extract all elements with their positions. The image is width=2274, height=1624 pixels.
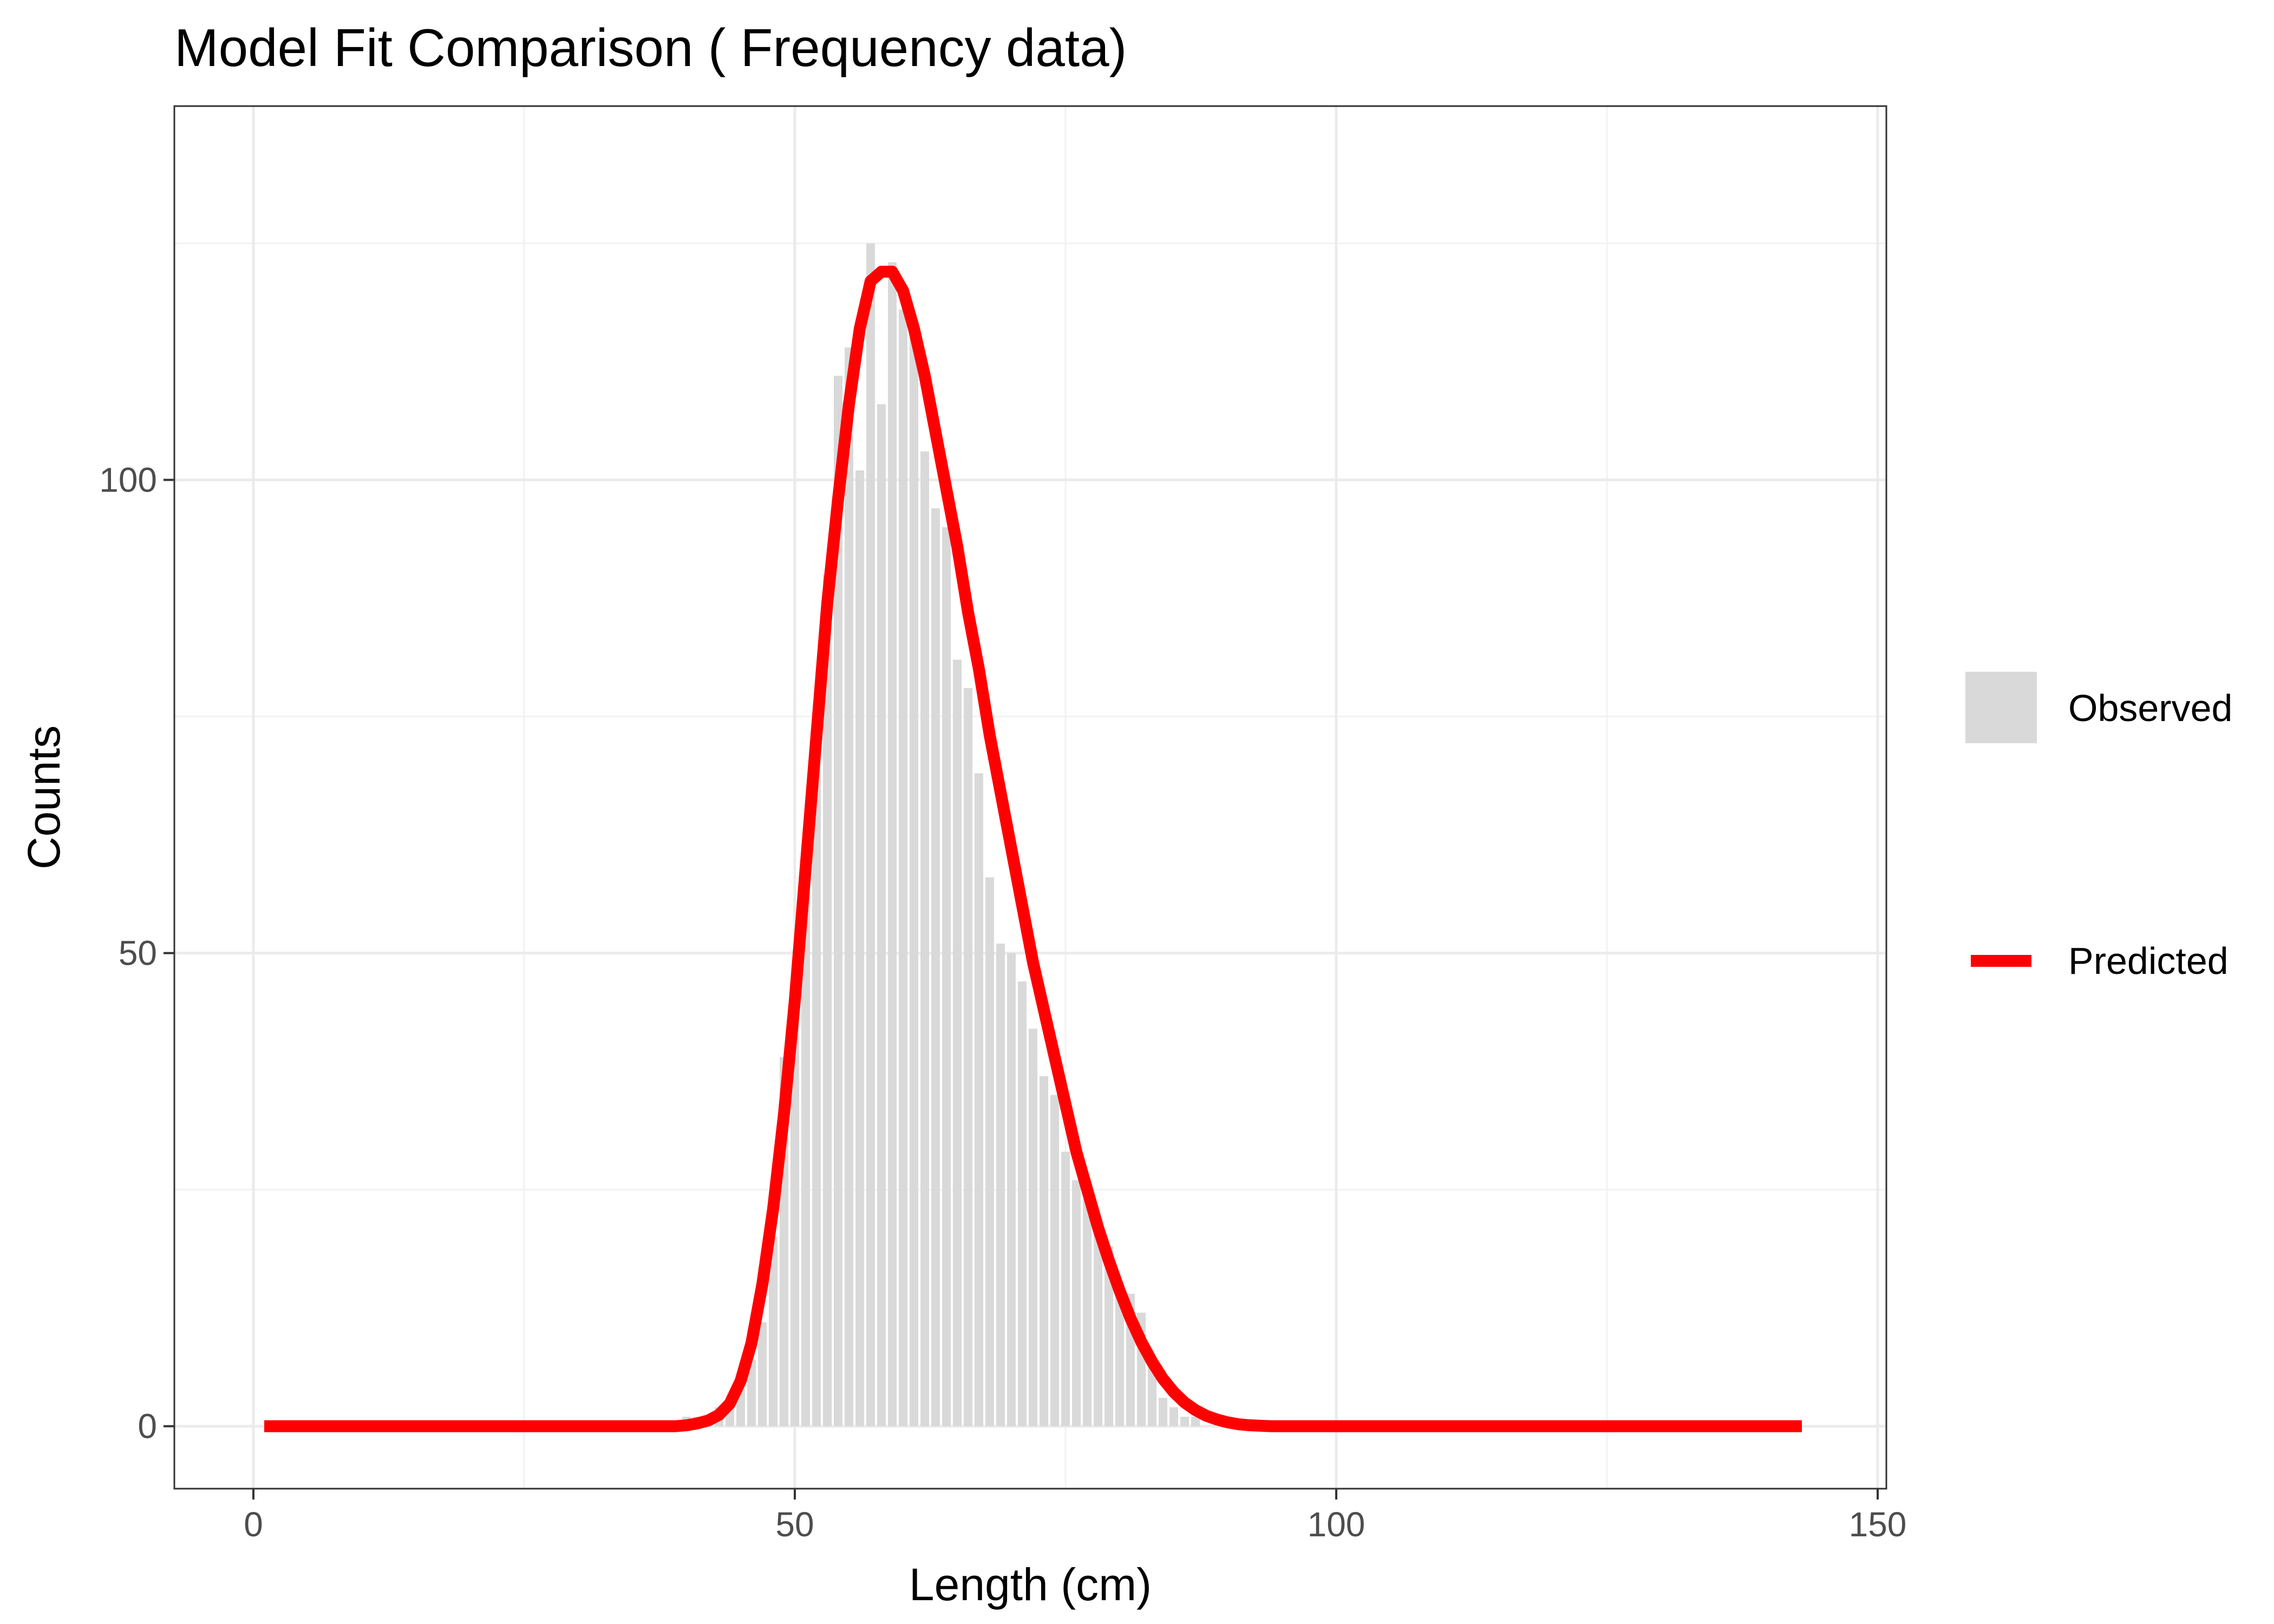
grid-minor — [174, 106, 1886, 1489]
observed-bar — [964, 688, 972, 1426]
observed-bar — [931, 508, 940, 1426]
observed-bar — [920, 451, 929, 1426]
observed-bar — [1105, 1246, 1113, 1426]
x-tick-label: 150 — [1849, 1505, 1907, 1544]
observed-bar — [985, 877, 994, 1426]
observed-bar — [1007, 953, 1016, 1426]
observed-bar — [747, 1360, 756, 1426]
x-tick-label: 50 — [775, 1505, 814, 1544]
observed-bar — [1094, 1218, 1102, 1426]
legend-label-predicted: Predicted — [2068, 940, 2229, 982]
y-tick-label: 100 — [99, 461, 157, 500]
observed-bar — [845, 347, 853, 1426]
observed-bar — [996, 944, 1005, 1426]
observed-bar — [888, 262, 897, 1426]
x-axis-title: Length (cm) — [909, 1559, 1152, 1610]
observed-bar — [1018, 981, 1027, 1426]
observed-bar — [801, 877, 810, 1426]
observed-bar — [953, 659, 962, 1426]
observed-bar — [975, 773, 983, 1426]
x-axis: 0 50 100 150 — [244, 1489, 1906, 1544]
observed-bar — [1061, 1151, 1070, 1426]
observed-bar — [1159, 1398, 1167, 1426]
observed-bar — [1180, 1417, 1189, 1426]
observed-bars — [682, 243, 1200, 1426]
x-tick-label: 100 — [1308, 1505, 1365, 1544]
observed-bar — [942, 527, 951, 1426]
y-tick-label: 50 — [119, 934, 157, 973]
observed-bar — [790, 981, 799, 1426]
observed-bar — [899, 309, 907, 1426]
y-tick-label: 0 — [138, 1407, 157, 1446]
observed-bar — [855, 470, 864, 1426]
observed-bar — [1169, 1407, 1178, 1426]
observed-bar — [769, 1237, 777, 1426]
observed-bar — [877, 404, 886, 1426]
legend: Observed Predicted — [1965, 672, 2232, 982]
observed-bar — [1083, 1199, 1092, 1426]
observed-bar — [1148, 1360, 1156, 1426]
observed-bar — [1191, 1417, 1200, 1426]
observed-bar — [1115, 1284, 1124, 1426]
legend-key-observed — [1965, 672, 2037, 743]
observed-bar — [910, 319, 918, 1426]
observed-bar — [1072, 1180, 1081, 1426]
plot-border — [173, 105, 1887, 1490]
observed-bar — [823, 574, 832, 1426]
observed-bar — [812, 735, 821, 1426]
legend-label-observed: Observed — [2068, 687, 2232, 729]
y-axis: 0 50 100 — [99, 461, 174, 1446]
observed-bar — [758, 1322, 767, 1426]
observed-bar — [834, 376, 842, 1426]
observed-bar — [1029, 1029, 1037, 1426]
x-tick-label: 0 — [244, 1505, 263, 1544]
observed-bar — [866, 243, 875, 1426]
predicted-line — [264, 265, 1802, 1432]
observed-bar — [1050, 1095, 1059, 1426]
y-axis-title: Counts — [18, 725, 69, 869]
chart-title: Model Fit Comparison ( Frequency data) — [174, 18, 1127, 77]
plot-panel — [173, 105, 1887, 1490]
observed-bar — [1040, 1076, 1048, 1426]
